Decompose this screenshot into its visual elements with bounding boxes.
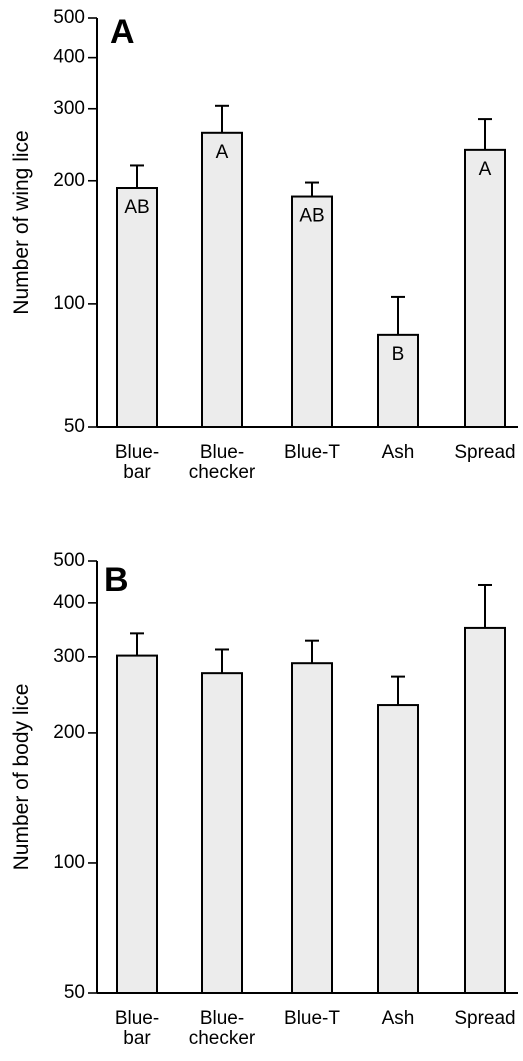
x-category-label: Blue-T bbox=[284, 1008, 340, 1029]
significance-label: AB bbox=[124, 197, 149, 218]
x-category-label: Blue- bbox=[200, 442, 244, 463]
y-tick-label: 50 bbox=[64, 982, 85, 1003]
bar bbox=[291, 195, 333, 428]
y-tick-label: 300 bbox=[53, 98, 85, 119]
significance-label: AB bbox=[299, 206, 324, 227]
x-category-label: Spread bbox=[454, 1008, 515, 1029]
x-category-label: checker bbox=[189, 1028, 256, 1049]
bar bbox=[377, 704, 419, 994]
x-category-label: Ash bbox=[382, 442, 415, 463]
y-tick-label: 50 bbox=[64, 416, 85, 437]
y-axis-label: Number of body lice bbox=[10, 684, 33, 871]
significance-label: A bbox=[216, 142, 229, 163]
bar bbox=[291, 662, 333, 994]
bar bbox=[201, 672, 243, 994]
bar bbox=[464, 626, 506, 995]
x-category-label: Spread bbox=[454, 442, 515, 463]
chart-panel-b: B Number of body lice 50 100 200 300 400 500 Blu… bbox=[10, 550, 518, 1049]
x-category-label: Blue- bbox=[200, 1008, 244, 1029]
y-tick-label: 400 bbox=[53, 47, 85, 68]
x-category-label: Blue- bbox=[115, 442, 159, 463]
bar bbox=[116, 654, 158, 994]
y-tick-label: 500 bbox=[53, 550, 85, 571]
x-category-label: bar bbox=[123, 462, 151, 483]
x-category-label: checker bbox=[189, 462, 256, 483]
bar bbox=[116, 187, 158, 428]
x-category-label: bar bbox=[123, 1028, 151, 1049]
y-tick-label: 200 bbox=[53, 170, 85, 191]
y-tick-label: 100 bbox=[53, 293, 85, 314]
y-tick-label: 300 bbox=[53, 646, 85, 667]
x-category-label: Blue-T bbox=[284, 442, 340, 463]
y-tick-label: 400 bbox=[53, 592, 85, 613]
y-tick-label: 500 bbox=[53, 7, 85, 28]
y-tick-label: 200 bbox=[53, 722, 85, 743]
bar bbox=[464, 148, 506, 428]
significance-label: A bbox=[479, 159, 492, 180]
bar bbox=[201, 131, 243, 428]
y-tick-label: 100 bbox=[53, 852, 85, 873]
x-category-label: Ash bbox=[382, 1008, 415, 1029]
bar bbox=[377, 333, 419, 429]
panel-label: B bbox=[104, 561, 129, 599]
panel-label: A bbox=[110, 13, 135, 51]
x-category-label: Blue- bbox=[115, 1008, 159, 1029]
y-axis-label: Number of wing lice bbox=[10, 130, 33, 314]
significance-label: B bbox=[392, 344, 405, 365]
